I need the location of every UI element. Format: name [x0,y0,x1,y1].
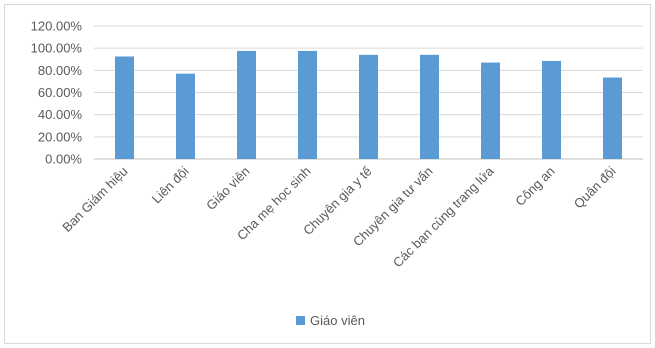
bar [359,54,378,159]
y-tick-label: 40.00% [38,107,83,122]
bar [542,60,561,159]
bar [237,50,256,159]
bar [298,50,317,159]
y-tick-label: 20.00% [38,129,83,144]
x-category-label: Quân đội [571,163,619,211]
bars [115,50,622,160]
bar [481,62,500,160]
y-tick-label: 100.00% [31,41,83,56]
bar [176,73,195,159]
bar [420,54,439,159]
y-tick-label: 80.00% [38,63,83,78]
x-category-label: Ban Giám hiệu [59,164,130,235]
x-category-label: Các bạn cùng trang lứa [390,163,497,270]
x-category-label: Giáo viên [203,164,252,213]
y-tick-label: 0.00% [45,152,82,167]
y-tick-label: 60.00% [38,85,83,100]
legend-swatch [296,316,305,325]
x-category-label: Công an [512,164,557,209]
legend-label: Giáo viên [310,313,365,328]
y-tick-label: 120.00% [31,19,83,34]
y-axis-ticks: 0.00% 20.00% 40.00% 60.00% 80.00% 100.00% 120.… [31,19,83,167]
chart-frame [4,4,651,344]
legend: Giáo viên [296,313,365,328]
x-category-label: Liên đội [149,163,192,206]
bar [115,56,134,159]
bar [603,77,622,159]
